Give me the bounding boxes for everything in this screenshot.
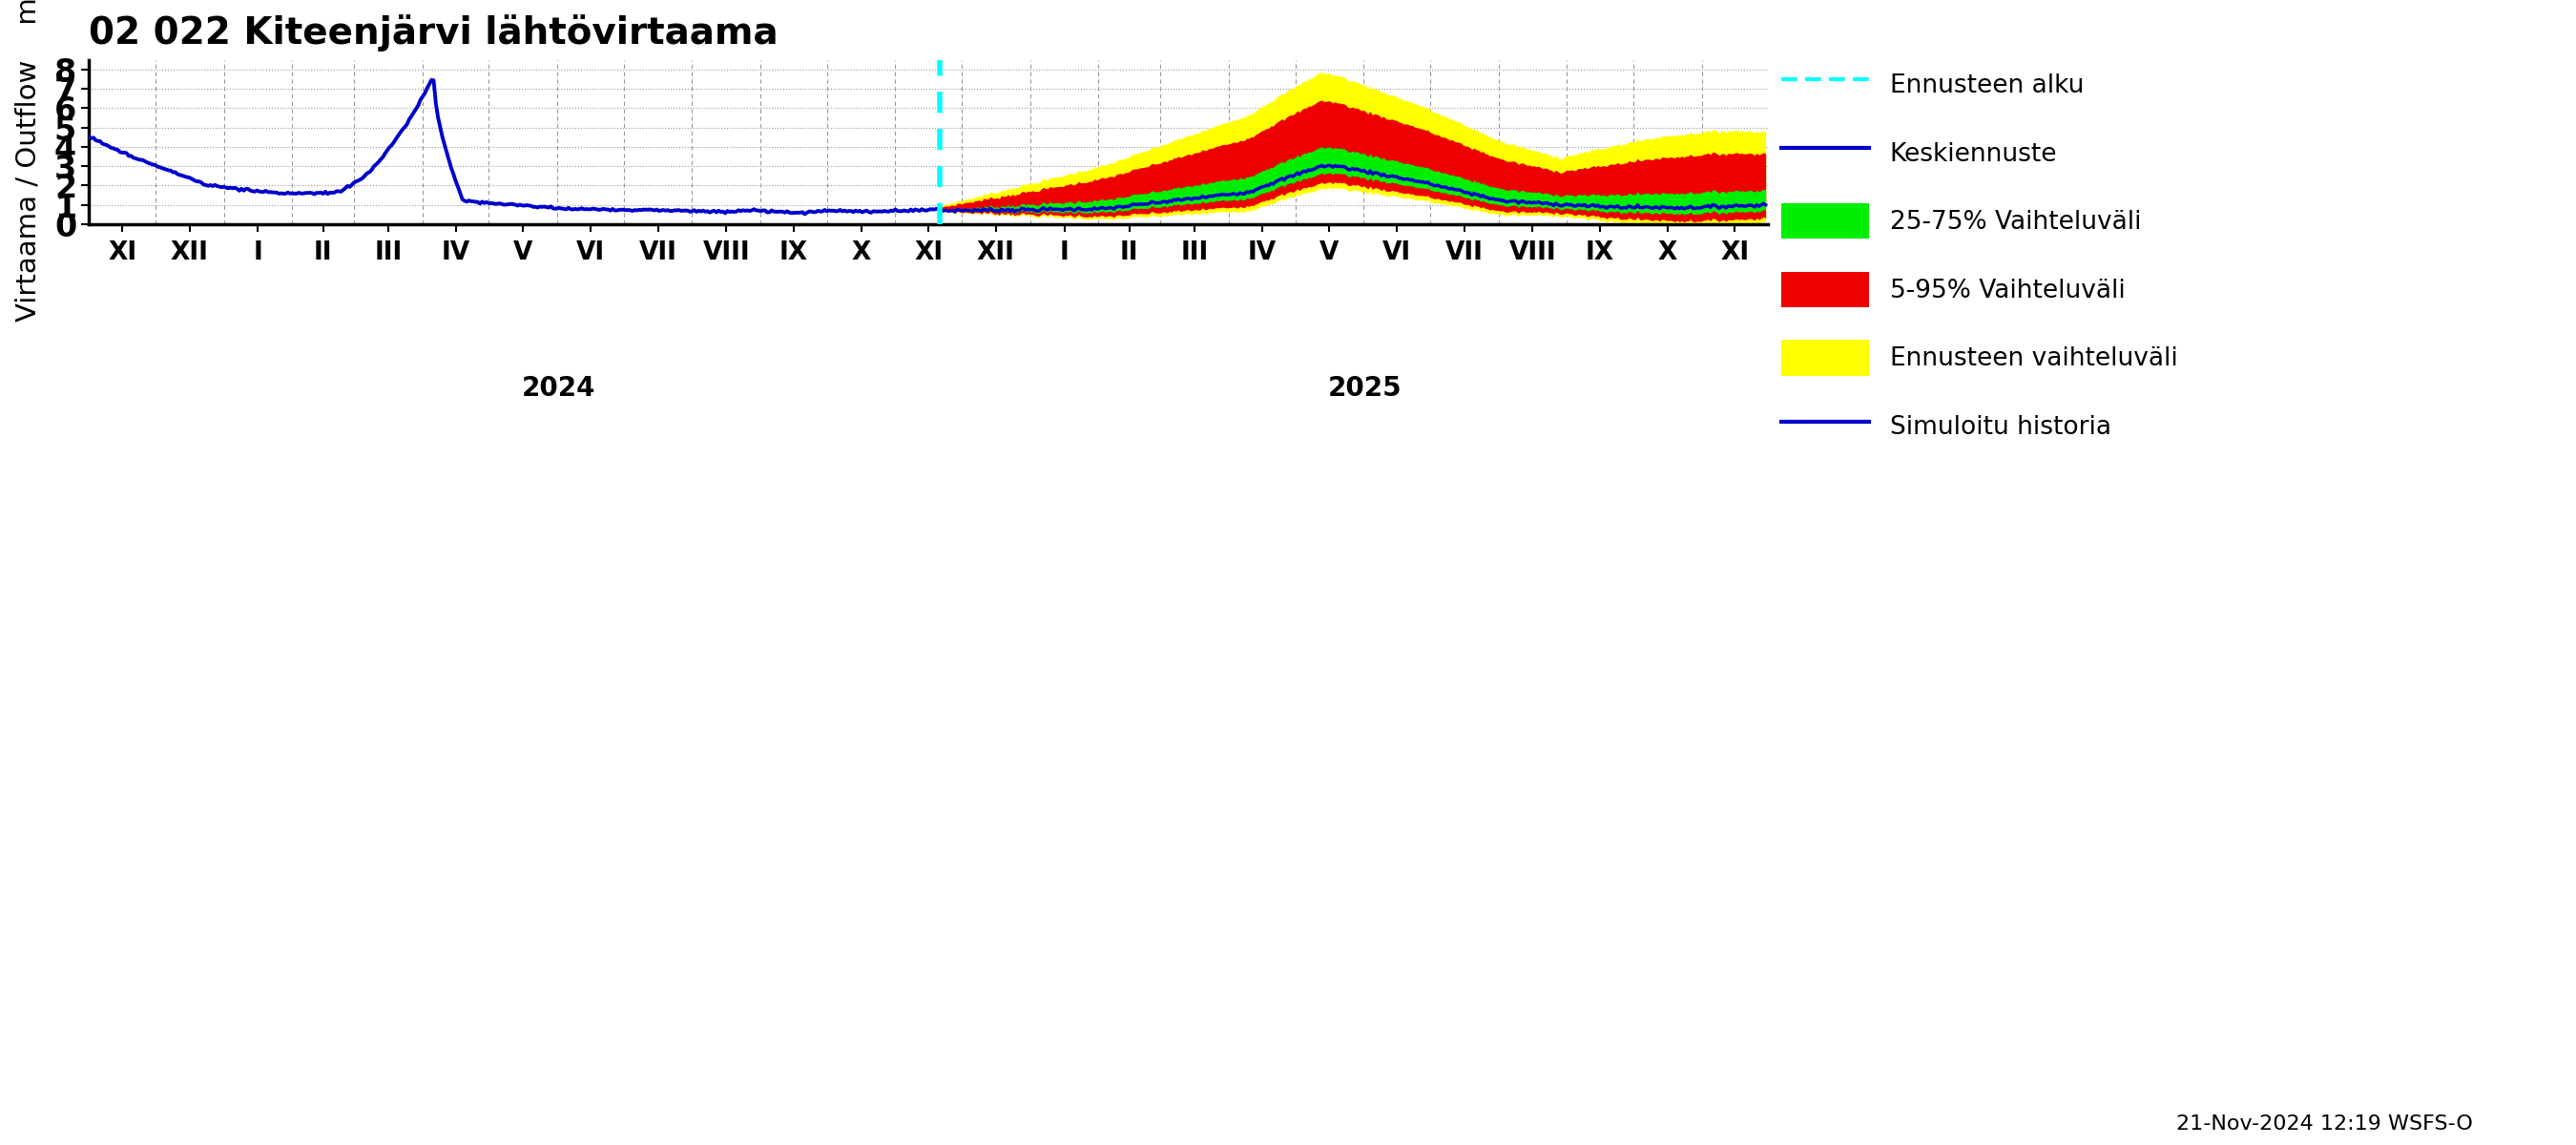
Text: 2025: 2025 — [1327, 376, 1401, 402]
Text: 21-Nov-2024 12:19 WSFS-O: 21-Nov-2024 12:19 WSFS-O — [2177, 1114, 2473, 1134]
Text: 02 022 Kiteenjärvi lähtövirtaama: 02 022 Kiteenjärvi lähtövirtaama — [90, 14, 778, 52]
Legend: Ennusteen alku, Keskiennuste, 25-75% Vaihteluväli, 5-95% Vaihteluväli, Ennusteen: Ennusteen alku, Keskiennuste, 25-75% Vai… — [1772, 56, 2187, 455]
Y-axis label: Virtaama / Outflow    m³/s: Virtaama / Outflow m³/s — [15, 0, 41, 322]
Text: 2024: 2024 — [520, 376, 595, 402]
